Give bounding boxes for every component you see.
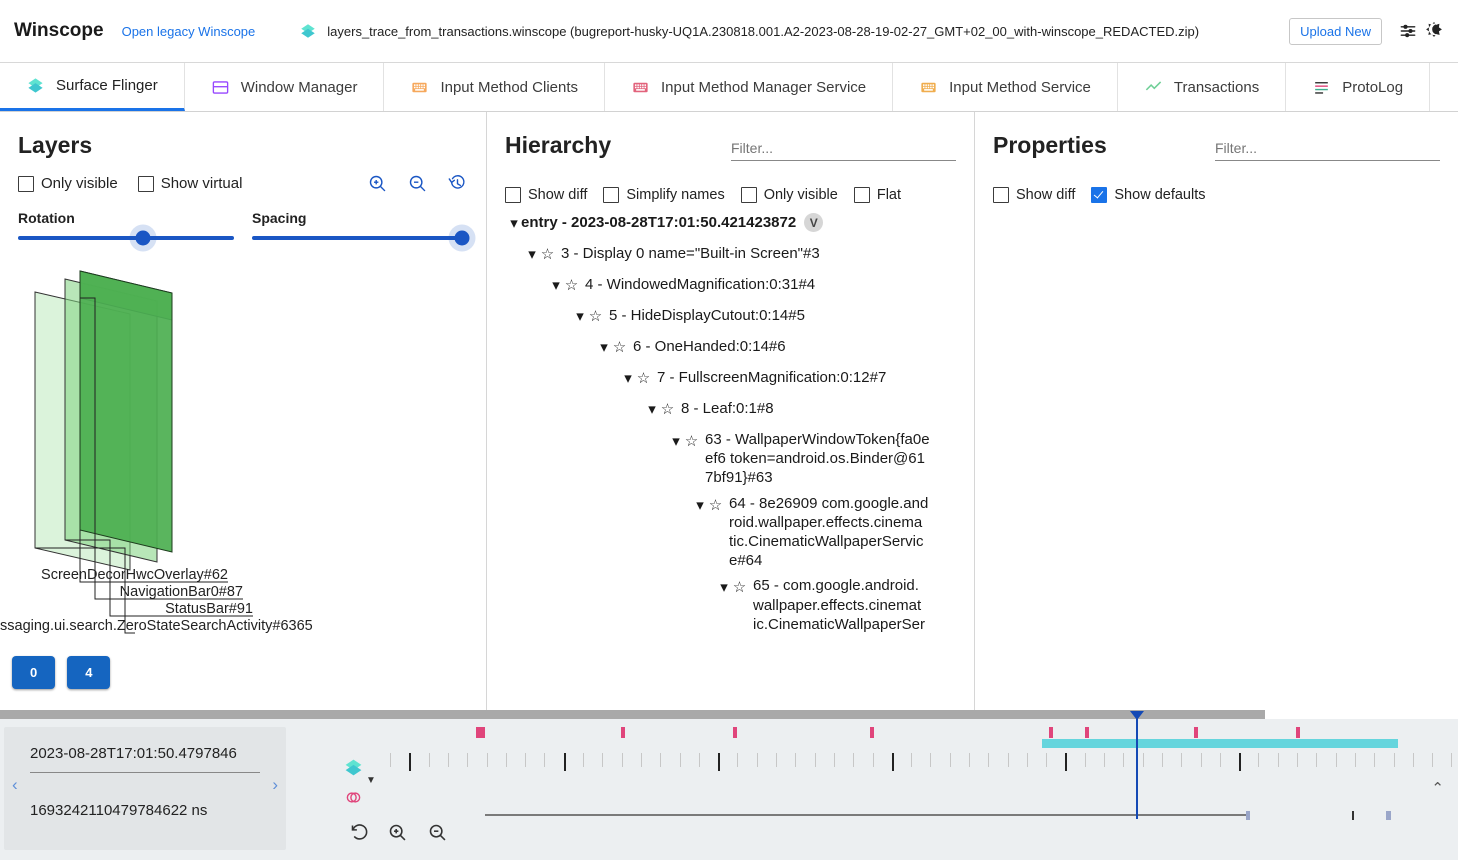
svg-text:ssaging.ui.search.ZeroStateSea: ssaging.ui.search.ZeroStateSearchActivit… — [0, 618, 313, 634]
svg-text:NavigationBar0#87: NavigationBar0#87 — [120, 584, 243, 600]
svg-text:ScreenDecorHwcOverlay#62: ScreenDecorHwcOverlay#62 — [41, 567, 228, 583]
svg-text:StatusBar#91: StatusBar#91 — [165, 601, 253, 617]
